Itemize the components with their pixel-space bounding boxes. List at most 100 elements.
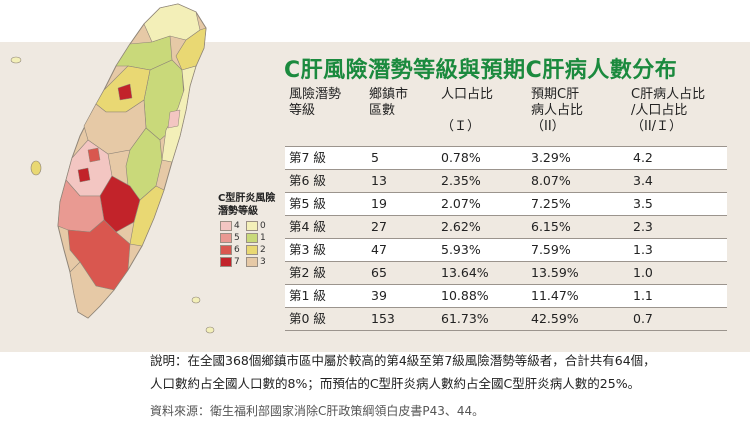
header-patients: 預期C肝 病人占比 （II） [531,87,583,135]
district-pink-west [87,147,101,163]
table-row: 第2 級 65 13.64% 13.59% 1.0 [285,261,727,284]
header-line: 鄉鎮市 [369,87,409,102]
district-red-north [117,83,133,101]
legend-swatch [246,245,258,255]
header-line: 人口占比 [441,87,494,102]
island-kinmen [10,56,22,64]
cell-patients: 7.25% [531,196,571,211]
table-row: 第7 級 5 0.78% 3.29% 4.2 [285,146,727,169]
legend-swatch [246,221,258,231]
table-row: 第5 級 19 2.07% 7.25% 3.5 [285,192,727,215]
cell-patients: 11.47% [531,288,579,303]
legend-title-line: 潛勢等級 [218,206,258,217]
cell-pop: 2.07% [441,196,481,211]
risk-table: 風險潛勢 等級 鄉鎮市 區數 人口占比 （Ｉ） 預期C肝 病人占比 （II） C… [285,84,727,331]
table-row: 第4 級 27 2.62% 6.15% 2.3 [285,215,727,238]
header-pop: 人口占比 （Ｉ） [441,87,493,135]
taiwan-risk-map [10,3,215,334]
cell-ratio: 4.2 [633,150,653,165]
legend-swatch [220,233,232,243]
note-line: 說明：在全國368個鄉鎮市區中屬於較高的第4級至第7級風險潛勢等級者，合計共有6… [150,353,656,368]
legend-swatch [220,245,232,255]
cell-ratio: 0.7 [633,311,653,326]
legend-title-line: C型肝炎風險 [218,193,276,204]
table-body: 第7 級 5 0.78% 3.29% 4.2 第6 級 13 2.35% 8.0… [285,146,727,331]
table-row: 第3 級 47 5.93% 7.59% 1.3 [285,238,727,261]
legend-title: C型肝炎風險 潛勢等級 [218,192,278,218]
region-south [67,219,131,291]
cell-ratio: 2.3 [633,219,653,234]
cell-pop: 5.93% [441,242,481,257]
cell-level: 第5 級 [289,196,326,211]
legend-label: 4 [234,221,240,231]
header-count: 鄉鎮市 區數 [369,87,408,119]
cell-count: 153 [371,311,395,326]
legend-label: 1 [260,233,266,243]
cell-count: 47 [371,242,387,257]
header-line: 等級 [289,103,316,118]
cell-count: 39 [371,288,387,303]
source-credit: 資料來源：衛生福利部國家消除C肝政策綱領白皮書P43、44。 [150,404,485,418]
header-line: 預期C肝 [531,87,580,102]
cell-count: 13 [371,173,387,188]
header-line: （II/Ｉ） [631,119,683,134]
cell-ratio: 1.1 [633,288,653,303]
island-green [191,296,201,304]
legend-swatch [220,257,232,267]
header-line: C肝病人占比 [631,87,706,102]
cell-patients: 7.59% [531,242,571,257]
cell-ratio: 1.0 [633,265,653,280]
island-penghu [30,160,42,176]
header-ratio: C肝病人占比 /人口占比 （II/Ｉ） [631,87,705,135]
cell-patients: 8.07% [531,173,571,188]
legend-label: 6 [234,245,240,255]
cell-level: 第7 級 [289,150,326,165]
cell-count: 5 [371,150,379,165]
cell-count: 27 [371,219,387,234]
region-southeast [129,185,165,247]
legend: 4 0 5 1 6 2 7 3 [220,221,280,267]
page-title: C肝風險潛勢等級與預期C肝病人數分布 [284,58,678,83]
cell-level: 第1 級 [289,288,326,303]
cell-pop: 13.64% [441,265,489,280]
cell-count: 19 [371,196,387,211]
district-red-west [77,167,91,183]
legend-label: 3 [260,257,266,267]
cell-ratio: 1.3 [633,242,653,257]
cell-patients: 3.29% [531,150,571,165]
cell-patients: 6.15% [531,219,571,234]
table-header: 風險潛勢 等級 鄉鎮市 區數 人口占比 （Ｉ） 預期C肝 病人占比 （II） C… [285,84,727,149]
district-light-east [167,109,181,129]
header-line: 風險潛勢 [289,87,342,102]
table-row: 第1 級 39 10.88% 11.47% 1.1 [285,284,727,307]
cell-ratio: 3.5 [633,196,653,211]
legend-swatch [220,221,232,231]
cell-level: 第0 級 [289,311,326,326]
legend-swatch [246,233,258,243]
region-tip [69,261,115,319]
cell-count: 65 [371,265,387,280]
header-line: （II） [531,119,565,134]
cell-pop: 2.62% [441,219,481,234]
region-northeast [175,27,207,71]
header-level: 風險潛勢 等級 [289,87,341,119]
legend-swatch [246,257,258,267]
cell-pop: 2.35% [441,173,481,188]
cell-patients: 13.59% [531,265,579,280]
header-line: 病人占比 [531,103,584,118]
header-line: （Ｉ） [441,119,481,134]
legend-label: 0 [260,221,266,231]
cell-level: 第4 級 [289,219,326,234]
explanation-note: 說明：在全國368個鄉鎮市區中屬於較高的第4級至第7級風險潛勢等級者，合計共有6… [150,349,750,395]
header-line: /人口占比 [631,103,688,118]
cell-level: 第3 級 [289,242,326,257]
cell-pop: 0.78% [441,150,481,165]
cell-pop: 10.88% [441,288,489,303]
cell-patients: 42.59% [531,311,579,326]
header-line [441,103,493,119]
header-line: 區數 [369,103,396,118]
cell-level: 第6 級 [289,173,326,188]
cell-pop: 61.73% [441,311,489,326]
legend-label: 2 [260,245,266,255]
cell-level: 第2 級 [289,265,326,280]
